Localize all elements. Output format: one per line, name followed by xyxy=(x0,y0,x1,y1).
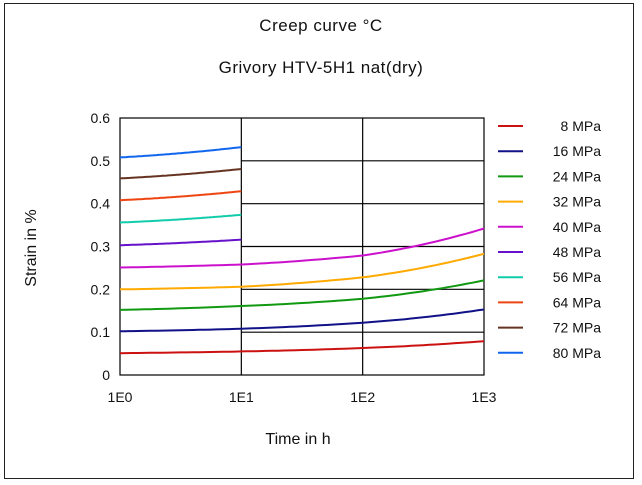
series-line xyxy=(120,238,242,247)
chart-title: Creep curve °C xyxy=(259,16,383,35)
series-line xyxy=(119,146,242,159)
chart-subtitle: Grivory HTV-5H1 nat(dry) xyxy=(218,58,424,77)
data-lines xyxy=(119,146,485,355)
legend-label: 80 MPa xyxy=(553,345,601,361)
legend-label: 48 MPa xyxy=(553,244,601,260)
legend-label: 56 MPa xyxy=(553,269,601,285)
series-line xyxy=(119,227,485,269)
tick-labels: 1E0 1E1 1E2 1E3 0 0.1 0.2 0.3 0.4 0.5 0.6 xyxy=(91,110,497,405)
y-tick-label: 0.5 xyxy=(91,153,111,169)
x-tick-label: 1E3 xyxy=(472,389,497,405)
series-line xyxy=(119,308,485,333)
series-line xyxy=(119,190,242,202)
chart-frame xyxy=(4,3,634,479)
x-tick-label: 1E1 xyxy=(229,389,254,405)
x-tick-label: 1E2 xyxy=(350,389,375,405)
grid-lines xyxy=(119,117,485,376)
legend-label: 72 MPa xyxy=(553,320,601,336)
legend-label: 16 MPa xyxy=(553,143,601,159)
y-tick-label: 0.4 xyxy=(91,196,111,212)
legend-label: 32 MPa xyxy=(553,194,601,210)
legend-label: 8 MPa xyxy=(561,118,602,134)
y-tick-label: 0.6 xyxy=(91,110,111,126)
legend: 8 MPa 16 MPa 24 MPa 32 MPa 40 MPa 48 MPa 56 MP… xyxy=(498,118,601,361)
series-line xyxy=(119,168,242,180)
series-line xyxy=(119,213,242,224)
legend-label: 64 MPa xyxy=(553,294,601,310)
legend-label: 40 MPa xyxy=(553,219,601,235)
y-axis-label: Strain in % xyxy=(23,209,40,286)
x-axis-label: Time in h xyxy=(265,431,330,448)
x-tick-label: 1E0 xyxy=(108,389,133,405)
y-tick-label: 0.1 xyxy=(91,324,111,340)
legend-label: 24 MPa xyxy=(553,168,601,184)
y-tick-label: 0 xyxy=(102,367,110,383)
series-line xyxy=(119,340,485,355)
y-tick-label: 0.3 xyxy=(91,239,111,255)
y-tick-label: 0.2 xyxy=(91,281,111,297)
series-line xyxy=(119,252,485,291)
series-line xyxy=(119,279,485,311)
